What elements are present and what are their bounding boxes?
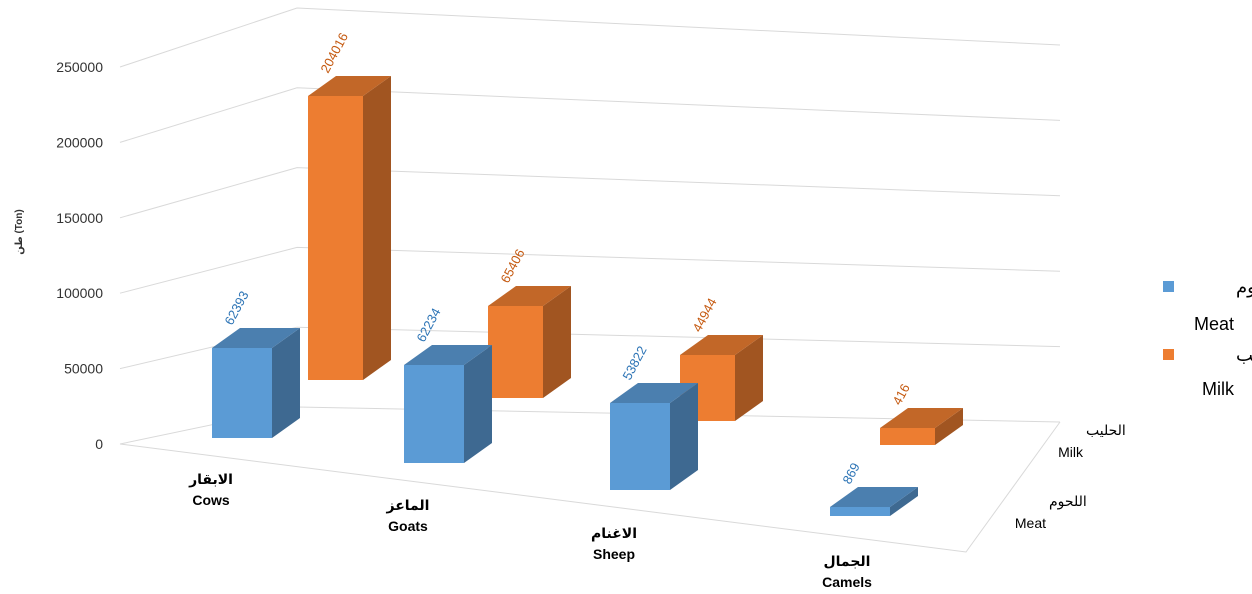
bar-milk-1-top [488,286,571,306]
y-tick-label: 100000 [56,285,103,301]
bar-milk-1 [488,286,571,398]
bar-meat-3-top [830,487,918,507]
category-label-en: Goats [388,518,428,534]
legend: اللحومMeatالحليبMilk [1163,277,1252,399]
data-label: 53822 [619,343,649,382]
category-labels: الابقار Cows الماعز Goats الاغنام Sheep الجمال… [188,471,872,590]
y-tick-label: 250000 [56,59,103,75]
bar-meat-0 [212,328,300,438]
bar-meat-3-side [890,487,918,516]
depth-label-milk-en: Milk [1058,444,1084,460]
bar-milk-2-top [680,335,763,355]
data-label: 204016 [317,30,351,75]
bar-milk-1-side [543,286,571,398]
legend-label-ar: الحليب [1236,345,1252,365]
bar-meat-0-top [212,328,300,348]
chart-gridlines [119,7,1061,553]
depth-label-meat-ar: اللحوم [1049,493,1087,510]
legend-swatch [1163,281,1174,292]
gridline [119,167,1061,219]
bar-meat-2-side [670,383,698,490]
y-tick-label: 0 [95,436,103,452]
category-label-en: Sheep [593,546,635,562]
bar-milk-0-top [308,76,391,96]
bar-meat-3 [830,487,918,516]
legend-label-en: Milk [1202,379,1235,399]
bar-meat-1-front [404,365,464,463]
depth-label-milk-ar: الحليب [1086,422,1126,438]
bar-milk-3-side [935,408,963,445]
floor-edge [119,421,1061,553]
bar-meat-0-side [272,328,300,438]
y-tick-label: 200000 [56,134,103,150]
bar-meat-1-top [404,345,492,365]
y-tick-label: 150000 [56,210,103,226]
bar-milk-3 [880,408,963,445]
category-label-en: Camels [822,574,872,590]
category-label-ar: الاغنام [591,525,637,541]
data-label: 44944 [689,295,719,334]
bar-milk-0 [308,76,391,380]
bar-meat-2 [610,383,698,490]
gridline [119,326,1061,370]
category-label-ar: الابقار [188,471,233,487]
bar-meat-2-top [610,383,698,403]
bar-meat-1 [404,345,492,463]
gridline [119,7,1061,68]
bar-meat-2-front [610,403,670,490]
category-label-ar: الماعز [386,497,430,514]
y-axis-label: طن (Ton) [14,209,25,254]
legend-swatch [1163,349,1174,360]
depth-label-meat-en: Meat [1015,515,1046,531]
bar-milk-1-front [488,306,543,398]
bar-meat-3-front [830,507,890,516]
gridline [119,87,1061,143]
y-tick-label: 50000 [64,361,103,377]
bar-meat-1-side [464,345,492,463]
bar-meat-0-front [212,348,272,438]
bar-milk-0-front [308,96,363,380]
gridline [119,246,1061,294]
data-label: 62393 [221,288,251,327]
data-label: 65406 [497,246,527,285]
bar-milk-2-side [735,335,763,421]
legend-label-en: Meat [1194,314,1234,334]
category-label-ar: الجمال [824,553,871,569]
y-axis-ticks: 0 50000 100000 150000 200000 250000 [56,59,103,452]
bar-milk-3-top [880,408,963,428]
bar-milk-0-side [363,76,391,380]
legend-label-ar: اللحوم [1236,277,1252,298]
chart-bars [212,76,963,516]
data-label: 416 [889,381,912,407]
bar-milk-3-front [880,428,935,445]
data-label: 869 [839,460,862,486]
category-label-en: Cows [192,492,230,508]
data-label: 62234 [413,305,443,344]
